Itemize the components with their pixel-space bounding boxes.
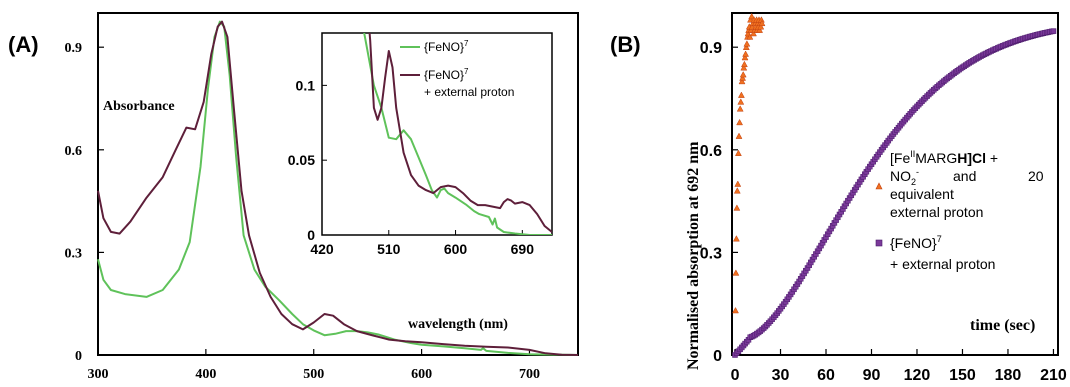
- panel-b-xtick-label: 30: [772, 367, 790, 384]
- inset-legend: {FeNO}7 {FeNO}7 + external proton: [400, 39, 514, 99]
- panel-b-triangle-point: [743, 40, 751, 47]
- panel-b-square-point: [1050, 28, 1057, 34]
- panel-b-triangle-point: [732, 235, 740, 242]
- panel-a-ytick-label: 0: [75, 349, 82, 364]
- panel-b-triangle-point: [736, 118, 744, 126]
- panel-b-xtick-label: 210: [1040, 367, 1067, 384]
- panel-b-triangle-point: [737, 98, 745, 105]
- inset-frame: [321, 32, 553, 236]
- panel-b-triangle-point: [756, 26, 764, 33]
- legend-b-sq-line2: + external proton: [890, 256, 995, 272]
- panel-b-triangle-point: [746, 33, 754, 40]
- legend-b-line4: external proton: [890, 204, 983, 220]
- panel-b-triangle-point: [735, 132, 743, 139]
- panel-b-triangle-point: [733, 204, 741, 211]
- inset-series-line-0: [363, 33, 552, 235]
- panel-b-triangle-point: [734, 149, 742, 156]
- panel-b-xtick-label: 150: [949, 367, 976, 384]
- panel-b-ytick-label: 0.9: [700, 40, 722, 57]
- legend-b-triangle-marker: [875, 182, 883, 190]
- legend-b-square-marker: [875, 239, 883, 247]
- panel-a-xtick-label: 400: [195, 367, 216, 382]
- panel-b-triangle-point: [732, 269, 740, 276]
- panel-b-xtick-label: 0: [731, 367, 740, 384]
- panel-b-xtick-label: 60: [817, 367, 835, 384]
- panel-b-xtick-label: 90: [863, 367, 881, 384]
- legend-b-line3: equivalent: [890, 186, 954, 202]
- panel-a-chart: Absorbance wavelength (nm) 300 400 500 600 7…: [65, 12, 579, 382]
- panel-b-triangle-point: [750, 29, 757, 37]
- legend-b-sq-line1: {FeNO}7: [890, 234, 942, 251]
- panel-b-ytick-label: 0.3: [700, 245, 722, 262]
- panel-a-ytick-label: 0.6: [65, 144, 83, 159]
- panel-b-triangle-point: [736, 105, 744, 112]
- inset-ytick-label: 0: [307, 227, 315, 243]
- panel-a-xtick-label: 700: [519, 367, 540, 382]
- panel-b-triangle-point: [739, 74, 747, 81]
- inset-xtick-label: 510: [377, 241, 401, 257]
- panel-b-triangle-point: [738, 77, 746, 85]
- panel-b-xtick-label: 120: [904, 367, 931, 384]
- inset-legend-maroon-label-2: + external proton: [424, 85, 514, 99]
- panel-a-ytick-label: 0.3: [65, 246, 83, 261]
- panel-label-a: (A): [8, 32, 39, 57]
- panel-b-triangle-point: [734, 180, 742, 187]
- panel-a-xtick-label: 500: [303, 367, 324, 382]
- panel-b-triangle-point: [733, 187, 741, 194]
- inset-legend-maroon-label: {FeNO}7: [424, 67, 469, 82]
- panel-b-chart: Normalised absorption at 692 nm time (se…: [685, 12, 1067, 384]
- panel-b-frame: [731, 12, 1059, 356]
- panel-b-ylabel: Normalised absorption at 692 nm: [685, 141, 702, 370]
- panel-a-xlabel: wavelength (nm): [408, 317, 508, 332]
- panel-b-legend: [FeIIMARGH]Cl + NO2- and 20 equivalent ext…: [875, 149, 1044, 272]
- panel-b-ytick-label: 0.6: [700, 143, 722, 160]
- panel-b-triangle-point: [742, 43, 750, 50]
- panel-b-triangle-point: [757, 23, 765, 30]
- inset-ytick-label: 0.1: [296, 77, 316, 93]
- inset-xtick-label: 690: [511, 241, 535, 257]
- panel-b-triangle-point: [748, 12, 756, 20]
- inset-series-line-1: [368, 33, 552, 233]
- panel-a-series-line-1: [97, 20, 579, 356]
- panel-b-ytick-label: 0: [713, 348, 722, 365]
- panel-a-xtick-label: 300: [88, 367, 109, 382]
- panel-b-triangle-point: [732, 306, 739, 314]
- panel-b-xtick-label: 180: [995, 367, 1022, 384]
- panel-b-triangle-point: [740, 64, 748, 71]
- panel-a-frame: [97, 12, 579, 356]
- panel-b-triangle-point: [741, 53, 749, 61]
- panel-label-b: (B): [610, 32, 641, 57]
- panel-b-triangle-point: [740, 60, 748, 68]
- inset-legend-green-label: {FeNO}7: [424, 39, 469, 54]
- inset-xtick-label: 420: [310, 241, 334, 257]
- panel-a-xtick-label: 600: [411, 367, 432, 382]
- panel-b-triangle-point: [737, 91, 745, 98]
- panel-a-ylabel: Absorbance: [103, 99, 175, 114]
- legend-b-line1: [FeIIMARGH]Cl +: [890, 149, 998, 166]
- panel-a-ytick-label: 0.9: [65, 41, 83, 56]
- panel-a-series-line-0: [97, 20, 579, 356]
- panel-b-triangle-point: [758, 19, 766, 27]
- inset-ytick-label: 0.05: [288, 152, 315, 168]
- panel-b-triangle-point: [739, 71, 747, 78]
- panel-b-xlabel: time (sec): [970, 317, 1035, 334]
- inset-xtick-label: 600: [444, 241, 468, 257]
- legend-b-line2: NO2- and 20: [890, 167, 1044, 187]
- panel-b-triangle-point: [742, 50, 750, 57]
